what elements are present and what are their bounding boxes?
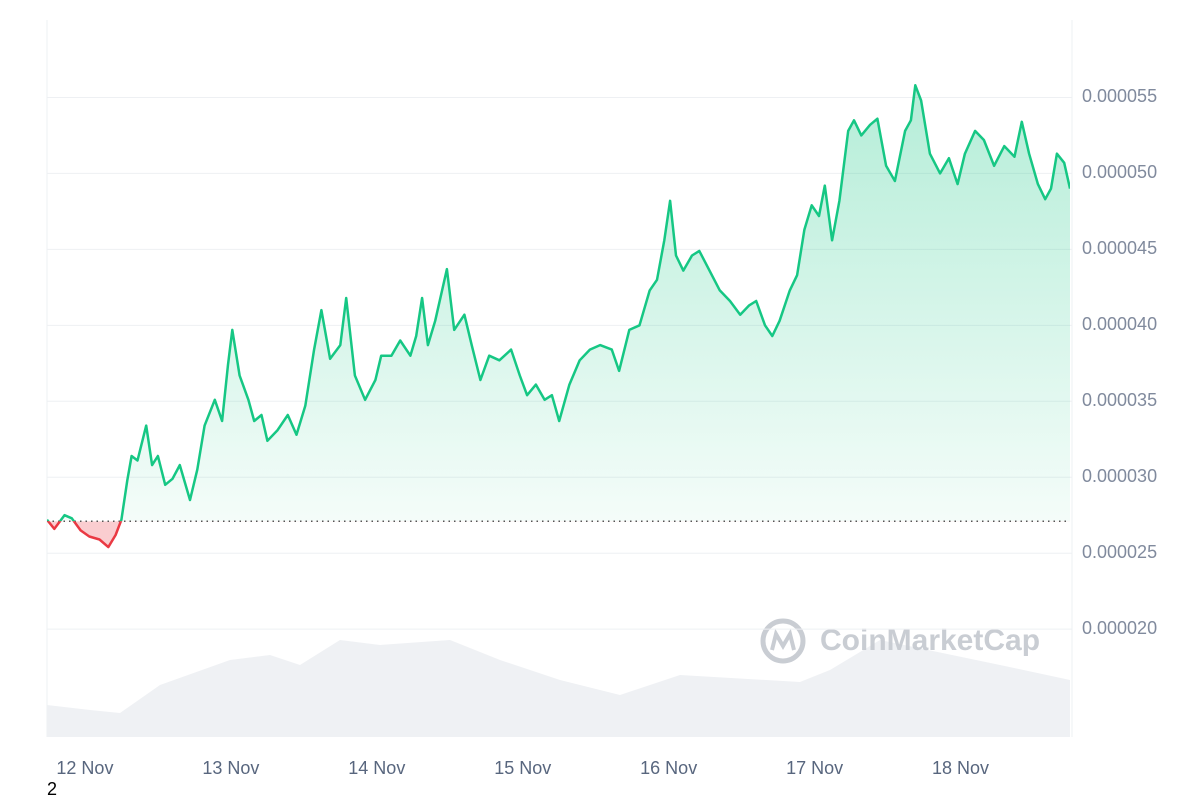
x-tick-label: 12 Nov — [56, 758, 113, 778]
x-tick-label: 15 Nov — [494, 758, 551, 778]
x-tick-label: 16 Nov — [640, 758, 697, 778]
x-tick-label: 14 Nov — [348, 758, 405, 778]
x-tick-label: 17 Nov — [786, 758, 843, 778]
x-tick-label: 18 Nov — [932, 758, 989, 778]
footer-label: 2 — [47, 779, 57, 799]
y-tick-label: 0.000035 — [1082, 390, 1157, 410]
y-tick-label: 0.000055 — [1082, 86, 1157, 106]
area-up — [47, 85, 1070, 522]
y-tick-label: 0.000050 — [1082, 162, 1157, 182]
x-tick-label: 13 Nov — [202, 758, 259, 778]
y-tick-label: 0.000045 — [1082, 238, 1157, 258]
y-tick-label: 0.000025 — [1082, 542, 1157, 562]
volume-area — [47, 640, 1070, 737]
y-tick-label: 0.000020 — [1082, 618, 1157, 638]
y-tick-label: 0.000040 — [1082, 314, 1157, 334]
watermark-logo — [770, 628, 796, 651]
watermark-logo — [760, 618, 806, 664]
watermark: CoinMarketCap — [760, 618, 1040, 664]
y-tick-label: 0.000030 — [1082, 466, 1157, 486]
price-line-up — [47, 84, 1070, 522]
